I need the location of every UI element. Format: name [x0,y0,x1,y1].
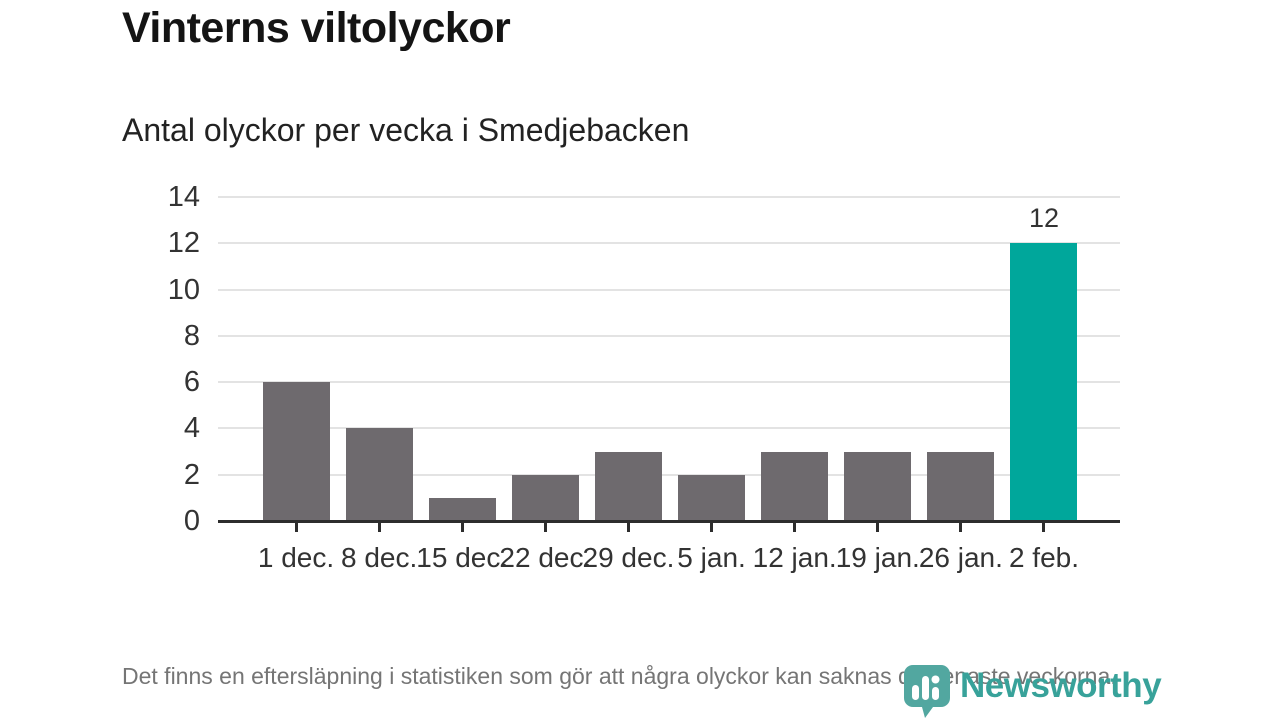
x-axis-tick [460,523,464,532]
bar-2feb [1010,243,1078,521]
x-axis-tick-label: 26 jan. [918,542,1003,573]
x-axis-tick [793,523,797,532]
x-axis-tick-label: 5 jan. [677,542,746,573]
bar-22dec [511,474,579,521]
y-axis-tick-label: 10 [167,273,200,306]
bar-26jan [927,451,995,521]
x-axis-tick [294,523,298,532]
chart-subtitle: Antal olyckor per vecka i Smedjebacken [122,112,690,148]
bar-1dec [262,382,330,521]
bar-8dec [345,428,413,521]
bar-15dec [428,497,496,521]
x-axis-tick [543,523,547,532]
x-axis-tick [959,523,963,532]
y-axis-tick-label: 8 [183,319,200,352]
newsworthy-pin-barchart-icon [904,665,950,718]
x-axis-tick-label: 8 dec. [340,542,418,573]
x-axis-tick [876,523,880,532]
x-axis-tick-label: 12 jan. [752,542,837,573]
bar-5jan [678,474,746,521]
y-axis-tick-label: 6 [183,366,200,399]
x-axis-tick-label: 19 jan. [835,542,920,573]
y-axis-tick-label: 14 [167,181,200,213]
x-axis-tick-label: 1 dec. [257,542,335,573]
chart-title: Vinterns viltolyckor [122,4,511,52]
y-axis-tick-label: 2 [183,458,200,491]
x-axis-tick [710,523,714,532]
gridline-y-4 [218,427,1120,430]
gridline-y-14 [218,196,1120,198]
x-axis-tick-label: 2 feb. [1008,542,1080,573]
bar-29dec [594,451,662,521]
x-axis-tick-label: 22 dec. [499,542,592,573]
gridline-y-10 [218,288,1120,291]
gridline-y-8 [218,334,1120,337]
gridline-y-12 [218,242,1120,245]
gridline-y-2 [218,473,1120,476]
x-axis-tick-label: 29 dec. [582,542,675,573]
x-axis-tick [626,523,630,532]
bar-12jan [761,451,829,521]
y-axis-tick-label: 0 [183,505,200,537]
y-axis-tick-label: 12 [167,227,200,260]
newsworthy-logo: Newsworthy [903,664,1162,719]
gridline-y-6 [218,381,1120,384]
x-axis-line [218,520,1120,523]
plot-area [218,196,1120,532]
x-axis-tick [377,523,381,532]
newsworthy-logo-text: Newsworthy [960,666,1162,705]
x-axis-tick [1042,523,1046,532]
x-axis-tick-label: 15 dec. [416,542,509,573]
y-axis-tick-label: 4 [183,412,200,445]
chart-footnote: Det finns en eftersläpning i statistiken… [122,663,1117,689]
highlight-value-label: 12 [1028,203,1060,234]
bar-19jan [844,451,912,521]
